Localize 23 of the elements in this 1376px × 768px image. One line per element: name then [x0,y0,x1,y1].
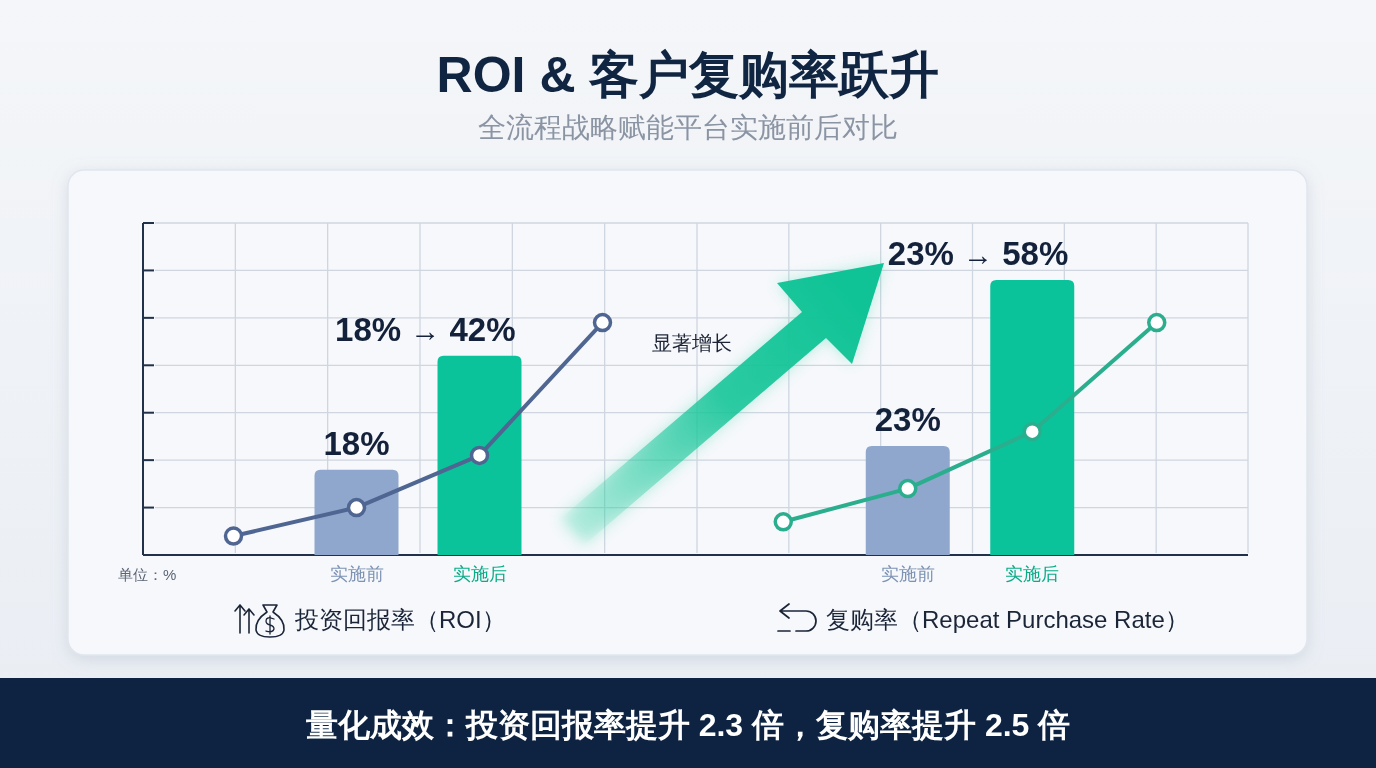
annotation: 23% → 58% [887,234,1069,272]
point [592,312,613,333]
annotation: 显著增长 [652,332,732,354]
x-axis-title: 复购率（Repeat Purchase Rate） [826,606,1189,633]
text: 单位：% [118,566,177,583]
point [223,526,244,546]
point [898,478,918,499]
x-tick-label: 实施前 [880,564,935,584]
x-tick-label: 实施前 [329,564,384,584]
point [1022,421,1042,442]
banner: 量化成效：投资回报率提升 2.3 倍，复购率提升 2.5 倍 [0,678,1376,768]
point [773,512,793,532]
x-axis-title: 投资回报率（ROI） [294,606,506,633]
chart-title: ROI & 客户复购率跃升 [436,47,940,103]
data-label: 23% [874,400,941,438]
point [469,445,490,466]
chart-subtitle: 全流程战略赋能平台实施前后对比 [478,112,898,143]
annotation: 18% → 42% [335,310,516,348]
data-label: 18% [323,424,390,462]
x-tick-label: 实施后 [1005,564,1060,584]
x-tick-label: 实施后 [452,564,507,584]
point [346,497,367,518]
point [1147,312,1167,333]
